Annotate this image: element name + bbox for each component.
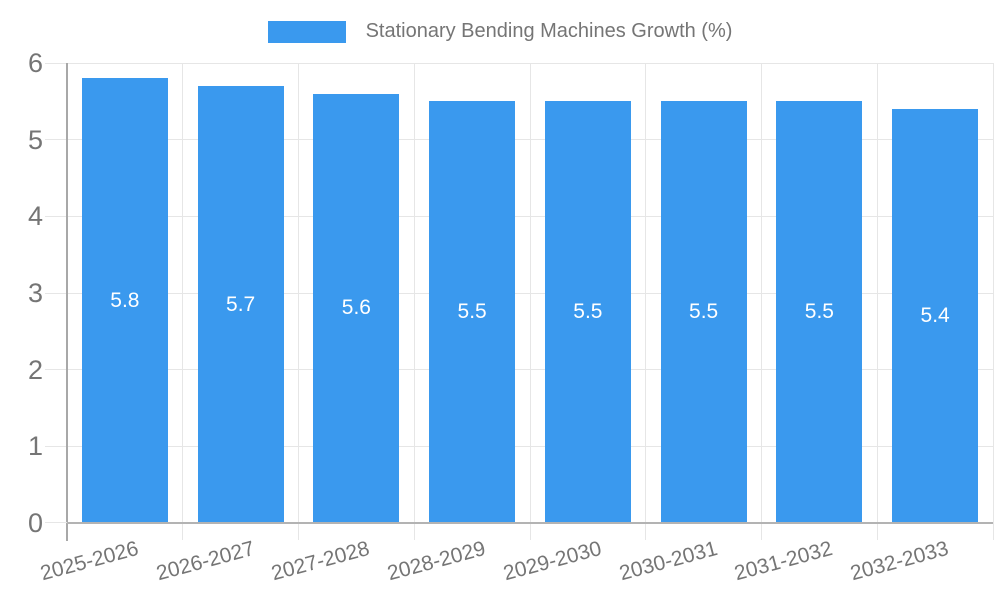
bar-value-label: 5.8 [110,288,140,312]
y-axis-tick-label: 4 [27,201,43,232]
gridline-x-8 [992,63,994,540]
y-axis-line [66,63,68,541]
gridline-x-3 [413,63,415,540]
x-axis-baseline [67,522,993,524]
gridline-y-1 [45,445,993,447]
gridline-y-6 [45,62,993,64]
gridline-y-2 [45,369,993,371]
bar-value-label: 5.7 [226,292,256,316]
gridline-x-7 [876,63,878,540]
bar-2026-2027[interactable]: 5.7 [197,86,284,523]
y-axis-tick-label: 5 [27,124,43,155]
bar-2025-2026[interactable]: 5.8 [81,78,168,523]
gridline-x-4 [529,63,531,540]
bar-value-label: 5.5 [804,300,834,324]
gridline-x-1 [182,63,184,540]
gridline-y-5 [45,139,993,141]
gridline-x-2 [298,63,299,540]
bar-value-label: 5.5 [689,300,719,324]
bar-2028-2029[interactable]: 5.5 [429,101,516,523]
gridline-y-4 [45,215,993,217]
chart-legend[interactable]: Stationary Bending Machines Growth (%) [0,20,1000,43]
bar-value-label: 5.5 [573,300,603,324]
bar-2027-2028[interactable]: 5.6 [313,93,400,523]
bar-value-label: 5.4 [920,304,950,327]
gridline-x-5 [645,63,647,540]
legend-label: Stationary Bending Machines Growth (%) [365,20,733,42]
y-axis-tick-label: 3 [27,278,43,308]
y-axis-tick-label: 2 [27,354,43,385]
bar-2031-2032[interactable]: 5.5 [776,101,863,523]
bar-2029-2030[interactable]: 5.5 [544,101,631,523]
bar-2032-2033[interactable]: 5.4 [892,109,979,523]
bar-value-label: 5.5 [457,300,487,324]
bar-value-label: 5.6 [341,296,371,320]
legend-swatch [267,20,346,43]
bar-2030-2031[interactable]: 5.5 [660,101,747,523]
y-axis-tick-label: 1 [27,431,43,462]
y-axis-tick-label: 0 [27,508,43,538]
x-axis-baseline-stub [45,522,67,523]
gridline-y-3 [45,292,993,294]
y-axis-tick-label: 6 [27,48,43,78]
gridline-x-6 [761,63,762,540]
plot-area: 0 1 2 3 4 5 6 5.8 5.7 5.6 5.5 5.5 5.5 5.5 5.4 2025-2026… [28,48,994,585]
